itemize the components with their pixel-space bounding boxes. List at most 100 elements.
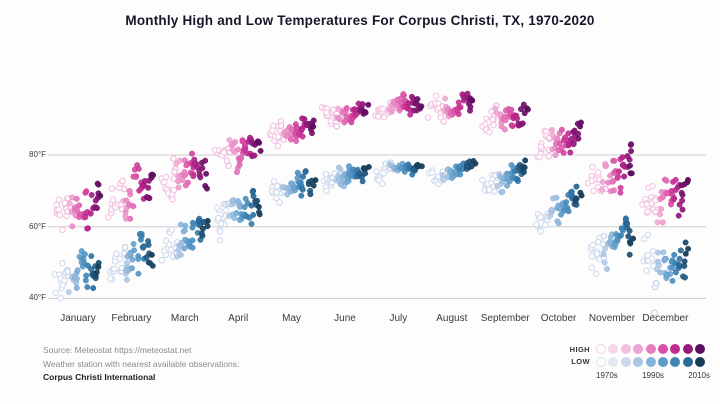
- data-point: [565, 130, 572, 137]
- data-point: [307, 191, 314, 198]
- data-point: [123, 197, 130, 204]
- data-point: [248, 202, 255, 209]
- data-point: [195, 217, 202, 224]
- data-point: [238, 155, 245, 161]
- data-point: [323, 187, 330, 195]
- data-point: [133, 174, 139, 180]
- legend-low-swatches: [596, 356, 706, 367]
- data-point: [649, 262, 657, 270]
- data-point: [558, 126, 565, 133]
- chart-title: Monthly High and Low Temperatures For Co…: [125, 13, 595, 28]
- data-point: [249, 188, 256, 195]
- legend-swatch: [695, 344, 706, 355]
- data-point: [615, 173, 621, 180]
- data-point: [589, 163, 596, 171]
- data-point: [617, 189, 624, 196]
- data-point: [198, 159, 205, 166]
- data-point: [669, 277, 676, 284]
- data-point: [220, 149, 228, 156]
- data-point: [88, 192, 95, 198]
- data-point: [135, 253, 142, 260]
- data-point: [676, 255, 683, 262]
- legend-swatch: [633, 344, 644, 355]
- data-point: [244, 213, 251, 220]
- data-point: [90, 285, 97, 292]
- data-point: [175, 184, 182, 191]
- data-point: [69, 223, 76, 230]
- data-point: [578, 119, 584, 126]
- data-point: [273, 183, 281, 190]
- legend-swatch: [670, 356, 681, 367]
- data-point: [73, 195, 80, 202]
- data-point: [616, 168, 623, 175]
- data-point: [472, 160, 479, 167]
- data-point: [52, 289, 59, 296]
- data-point: [204, 217, 211, 224]
- x-axis-label-october: October: [540, 313, 577, 324]
- data-point: [676, 261, 683, 268]
- data-point: [562, 134, 569, 141]
- data-point: [84, 225, 91, 232]
- y-axis-label-40f: 40°F: [29, 293, 46, 303]
- source-line-2: Weather station with nearest available o…: [43, 358, 240, 369]
- data-point: [440, 118, 447, 125]
- data-point: [378, 180, 386, 187]
- data-point: [145, 241, 152, 248]
- data-point: [292, 187, 298, 194]
- data-point: [177, 252, 184, 258]
- data-point: [565, 208, 572, 215]
- data-point: [654, 219, 661, 226]
- data-point: [255, 139, 262, 146]
- data-point: [351, 106, 358, 113]
- data-point: [189, 219, 196, 226]
- data-point: [490, 121, 497, 129]
- data-point: [94, 205, 100, 212]
- data-point: [199, 165, 206, 172]
- data-point: [568, 136, 575, 142]
- data-point: [323, 109, 330, 116]
- data-point: [601, 259, 608, 266]
- data-point: [499, 188, 506, 195]
- data-point: [521, 164, 528, 171]
- data-point: [59, 226, 66, 234]
- data-point: [77, 211, 83, 218]
- data-point: [181, 245, 188, 252]
- data-point: [567, 149, 574, 156]
- data-point: [606, 238, 613, 245]
- data-point: [661, 255, 668, 262]
- data-point: [204, 223, 211, 230]
- data-point: [523, 105, 530, 112]
- data-point: [183, 162, 190, 169]
- legend-swatch: [608, 344, 619, 355]
- data-point: [108, 185, 116, 192]
- data-point: [171, 168, 178, 176]
- legend-swatch: [645, 356, 656, 367]
- data-point: [131, 247, 138, 254]
- data-point: [95, 263, 102, 270]
- data-point: [66, 200, 73, 207]
- data-point: [55, 196, 63, 204]
- data-point: [624, 153, 631, 160]
- data-point: [336, 116, 343, 122]
- data-point: [277, 122, 285, 129]
- data-point: [149, 262, 156, 269]
- data-point: [73, 285, 80, 291]
- data-point: [414, 96, 421, 103]
- data-point: [299, 185, 306, 192]
- data-point: [301, 116, 308, 123]
- data-point: [111, 258, 119, 265]
- data-point: [548, 126, 555, 133]
- data-point: [469, 97, 476, 104]
- data-point: [189, 237, 196, 244]
- legend: HIGH LOW 1970s 1990s 2010s: [556, 343, 716, 380]
- data-point: [177, 157, 183, 164]
- data-point: [359, 101, 366, 108]
- data-point: [682, 274, 688, 281]
- data-point: [644, 208, 651, 216]
- legend-decade-1970s: 1970s: [596, 371, 618, 380]
- data-point: [213, 204, 221, 212]
- data-point: [555, 220, 562, 227]
- x-axis-label-december: December: [642, 313, 689, 324]
- data-point: [657, 211, 664, 218]
- source-note: Source: Meteostat https://meteostat.net …: [43, 344, 239, 385]
